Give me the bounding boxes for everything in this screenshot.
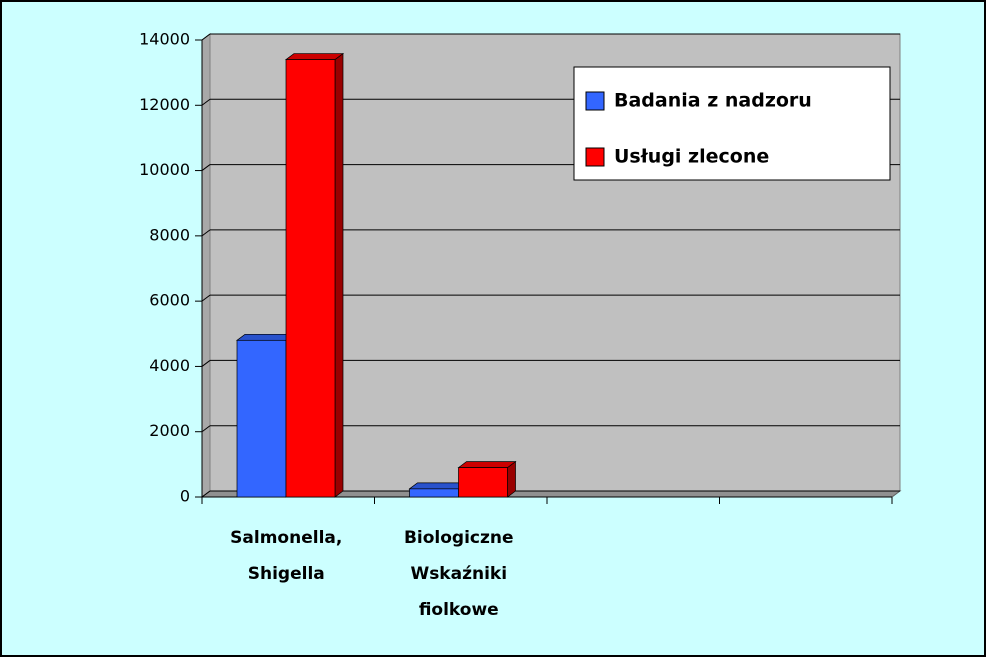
y-tick-label: 12000 [139, 95, 190, 114]
grid-line-side [201, 33, 211, 41]
bar-top [457, 461, 517, 468]
legend-swatch [585, 147, 605, 167]
legend-swatch [585, 91, 605, 111]
legend [573, 66, 891, 181]
grid-line-side [201, 425, 211, 433]
bar [236, 339, 287, 498]
bar-side [334, 52, 344, 498]
grid-line-side [201, 294, 211, 302]
grid-line-side [201, 360, 211, 367]
bar-top [284, 53, 345, 60]
side-wall [201, 33, 211, 498]
y-tick-label: 14000 [139, 30, 190, 49]
y-tick-label: 0 [180, 487, 190, 506]
grid-line-side [201, 98, 211, 106]
y-tick-label: 4000 [149, 356, 190, 375]
legend-label: Badania z nadzoru [614, 90, 812, 112]
bar [409, 488, 459, 498]
y-tick-label: 6000 [149, 291, 190, 310]
bar [285, 59, 336, 498]
y-tick-label: 2000 [149, 421, 190, 440]
bar-top [235, 333, 296, 341]
bar-top [408, 482, 468, 490]
y-tick-label: 10000 [139, 160, 190, 179]
x-tick-label: Salmonella, Shigella [230, 528, 343, 584]
grid-line-side [201, 229, 211, 237]
grid-line-side [201, 164, 211, 171]
bar [458, 467, 508, 498]
legend-label: Usługi zlecone [614, 146, 769, 168]
grid-line-side [201, 490, 211, 498]
y-tick-label: 8000 [149, 225, 190, 244]
x-tick-label: Biologiczne Wskaźniki fiolkowe [403, 528, 514, 620]
